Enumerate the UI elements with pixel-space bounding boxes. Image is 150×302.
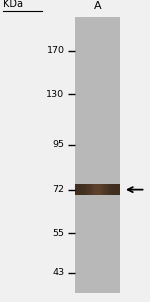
Bar [112,184,113,195]
Bar [109,184,110,195]
Bar [75,184,120,195]
Text: A: A [94,1,101,11]
Bar [75,184,76,195]
Bar [105,184,106,195]
Bar [117,184,118,195]
Bar [98,184,99,195]
Bar [93,184,94,195]
Bar [87,184,88,195]
Bar [102,184,103,195]
Bar [82,184,83,195]
Text: 72: 72 [52,185,64,194]
Bar [83,184,84,195]
Bar [78,184,80,195]
Bar [85,184,86,195]
Bar [111,184,112,195]
Bar [113,184,114,195]
Bar [77,184,78,195]
Bar [96,184,98,195]
Text: 55: 55 [52,229,64,238]
Bar [86,184,87,195]
Text: 95: 95 [52,140,64,149]
Text: 130: 130 [46,90,64,99]
Bar [80,184,81,195]
Bar [114,184,116,195]
Bar [116,184,117,195]
Bar [81,184,82,195]
Bar [99,184,100,195]
Bar [106,184,108,195]
Bar [101,184,102,195]
Bar [95,184,96,195]
Bar [118,184,119,195]
Bar [91,184,92,195]
Bar [75,17,120,293]
Bar [76,184,77,195]
Text: 43: 43 [52,268,64,278]
Bar [103,184,104,195]
Text: 170: 170 [46,46,64,55]
Bar [92,184,93,195]
Bar [100,184,101,195]
Bar [110,184,111,195]
Text: KDa: KDa [3,0,23,9]
Bar [119,184,120,195]
Bar [88,184,90,195]
Bar [94,184,95,195]
Bar [108,184,109,195]
Bar [90,184,91,195]
Bar [104,184,105,195]
Bar [84,184,85,195]
